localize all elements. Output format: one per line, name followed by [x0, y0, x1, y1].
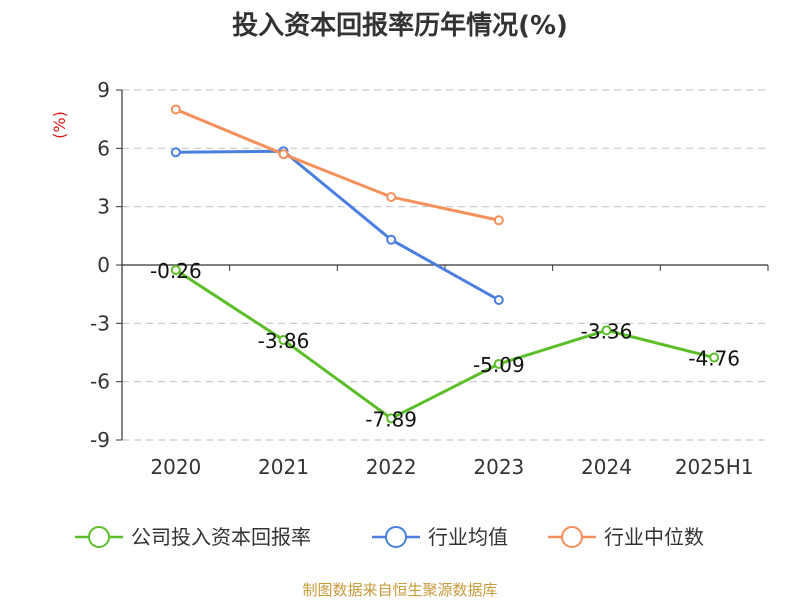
x-tick-label: 2023 — [473, 455, 524, 479]
data-label: -7.89 — [365, 407, 417, 431]
data-point — [170, 265, 181, 276]
series-line-1 — [175, 149, 500, 302]
legend-marker — [561, 526, 583, 548]
legend-item[interactable]: 公司投入资本回报率 — [75, 525, 311, 549]
legend-label: 公司投入资本回报率 — [131, 525, 311, 549]
data-point — [278, 149, 289, 160]
x-tick-label: 2024 — [581, 455, 632, 479]
x-tick-label: 2021 — [258, 455, 309, 479]
legend-label: 行业均值 — [428, 525, 508, 549]
y-tick-label: 6 — [97, 136, 110, 160]
y-tick-label: -3 — [90, 311, 110, 335]
x-tick-label: 2020 — [150, 455, 201, 479]
legend-marker — [385, 526, 407, 548]
legend-item[interactable]: 行业中位数 — [548, 525, 704, 549]
legend-marker — [88, 526, 110, 548]
y-tick-label: 9 — [97, 78, 110, 102]
data-point — [493, 295, 504, 305]
chart-title: 投入资本回报率历年情况(%) — [232, 10, 568, 41]
data-label: -4.76 — [688, 347, 740, 371]
legend-item[interactable]: 行业均值 — [372, 525, 508, 549]
data-label: -3.86 — [258, 329, 310, 353]
data-point — [170, 147, 181, 158]
x-tick-label: 2025H1 — [675, 455, 754, 479]
y-tick-label: -6 — [90, 370, 110, 394]
legend-label: 行业中位数 — [604, 525, 704, 549]
data-point — [386, 413, 397, 424]
series-line-0 — [175, 268, 715, 420]
series — [170, 104, 720, 424]
data-point — [493, 358, 504, 369]
series-line-2 — [175, 108, 500, 222]
data-point — [601, 325, 612, 336]
data-point — [386, 191, 397, 202]
data-point — [278, 335, 289, 346]
y-tick-label: 3 — [97, 195, 110, 219]
data-point — [170, 104, 181, 115]
data-point — [386, 234, 397, 245]
y-tick-label: -9 — [90, 428, 110, 452]
data-label: -0.26 — [150, 259, 202, 283]
legend: 公司投入资本回报率 行业均值 行业中位数 — [75, 525, 704, 549]
axes: 9 6 3 0 -3 -6 -9 2020 2021 2022 2023 2024 2025H1 — [90, 78, 769, 479]
data-label: -5.09 — [473, 353, 525, 377]
data-point — [493, 215, 504, 226]
data-labels: -0.26 -3.86 -7.89 -5.09 -3.36 -4.76 — [150, 259, 740, 431]
data-label: -3.36 — [581, 319, 633, 343]
x-tick-label: 2022 — [366, 455, 417, 479]
y-tick-label: 0 — [97, 253, 110, 277]
source-note: 制图数据来自恒生聚源数据库 — [302, 581, 497, 599]
y-axis-label: (%) — [50, 111, 69, 139]
data-point — [709, 352, 720, 363]
